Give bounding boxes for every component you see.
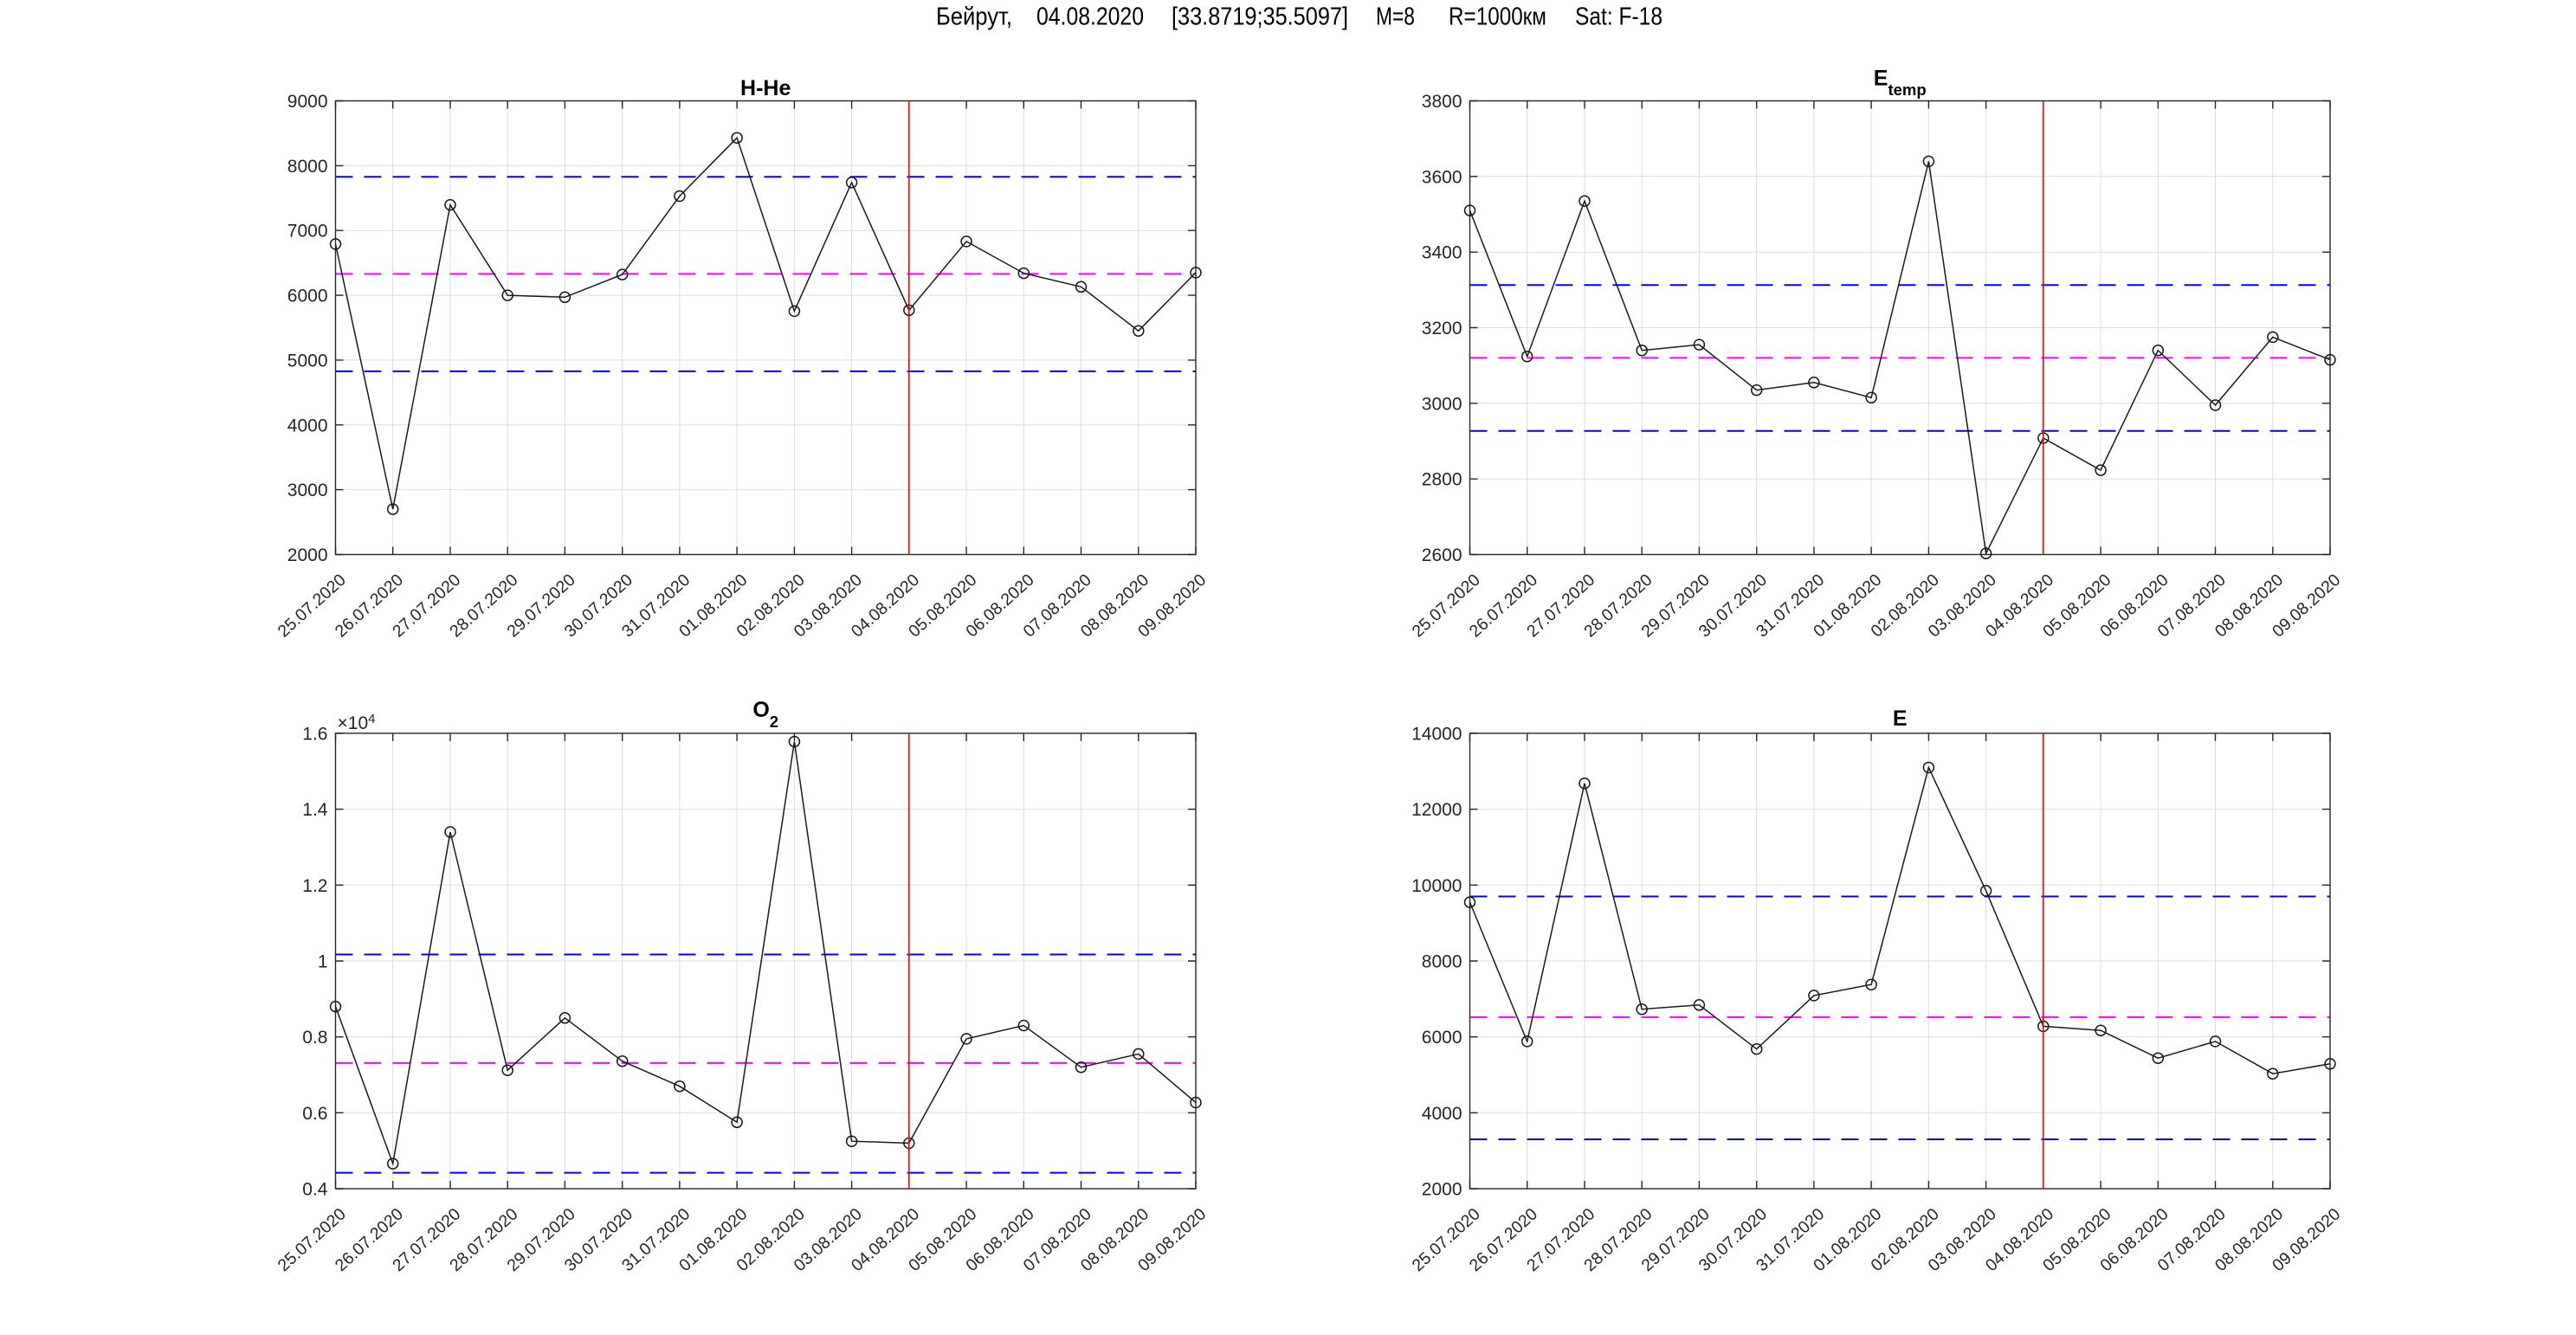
svg-text:H-He: H-He bbox=[740, 76, 791, 100]
svg-text:2600: 2600 bbox=[1422, 545, 1462, 565]
svg-text:6000: 6000 bbox=[287, 287, 328, 306]
svg-text:3200: 3200 bbox=[1422, 319, 1462, 339]
svg-text:4000: 4000 bbox=[287, 416, 328, 435]
svg-text:0.4: 0.4 bbox=[302, 1180, 328, 1200]
svg-text:0.6: 0.6 bbox=[302, 1104, 327, 1124]
svg-text:14000: 14000 bbox=[1411, 725, 1462, 745]
svg-text:1.6: 1.6 bbox=[302, 725, 327, 745]
svg-text:Sat: F-18: Sat: F-18 bbox=[1575, 3, 1662, 31]
svg-text:2800: 2800 bbox=[1422, 470, 1462, 490]
svg-text:9000: 9000 bbox=[287, 92, 328, 112]
svg-text:М=8: М=8 bbox=[1376, 3, 1415, 31]
svg-text:0.8: 0.8 bbox=[302, 1028, 327, 1048]
svg-text:1.4: 1.4 bbox=[302, 800, 328, 820]
svg-text:12000: 12000 bbox=[1411, 800, 1462, 820]
svg-text:3400: 3400 bbox=[1422, 243, 1462, 263]
svg-text:8000: 8000 bbox=[287, 157, 328, 177]
svg-text:10000: 10000 bbox=[1411, 876, 1462, 896]
svg-text:3000: 3000 bbox=[1422, 394, 1462, 414]
svg-text:7000: 7000 bbox=[287, 222, 328, 242]
svg-text:1.2: 1.2 bbox=[302, 876, 327, 896]
svg-text:R=1000км: R=1000км bbox=[1449, 3, 1546, 31]
svg-text:3600: 3600 bbox=[1422, 167, 1462, 187]
svg-text:E: E bbox=[1893, 706, 1908, 731]
svg-text:5000: 5000 bbox=[287, 351, 328, 371]
svg-text:4000: 4000 bbox=[1422, 1104, 1462, 1124]
svg-text:3800: 3800 bbox=[1422, 92, 1462, 112]
svg-text:2000: 2000 bbox=[1422, 1180, 1462, 1200]
svg-text:1: 1 bbox=[318, 952, 328, 972]
svg-text:3000: 3000 bbox=[287, 480, 328, 500]
svg-text:8000: 8000 bbox=[1422, 952, 1462, 972]
svg-text:04.08.2020: 04.08.2020 bbox=[1036, 3, 1144, 31]
svg-text:[33.8719;35.5097]: [33.8719;35.5097] bbox=[1172, 3, 1348, 31]
svg-text:6000: 6000 bbox=[1422, 1028, 1462, 1048]
svg-text:Бейрут,: Бейрут, bbox=[936, 3, 1012, 31]
svg-text:2000: 2000 bbox=[287, 545, 328, 565]
